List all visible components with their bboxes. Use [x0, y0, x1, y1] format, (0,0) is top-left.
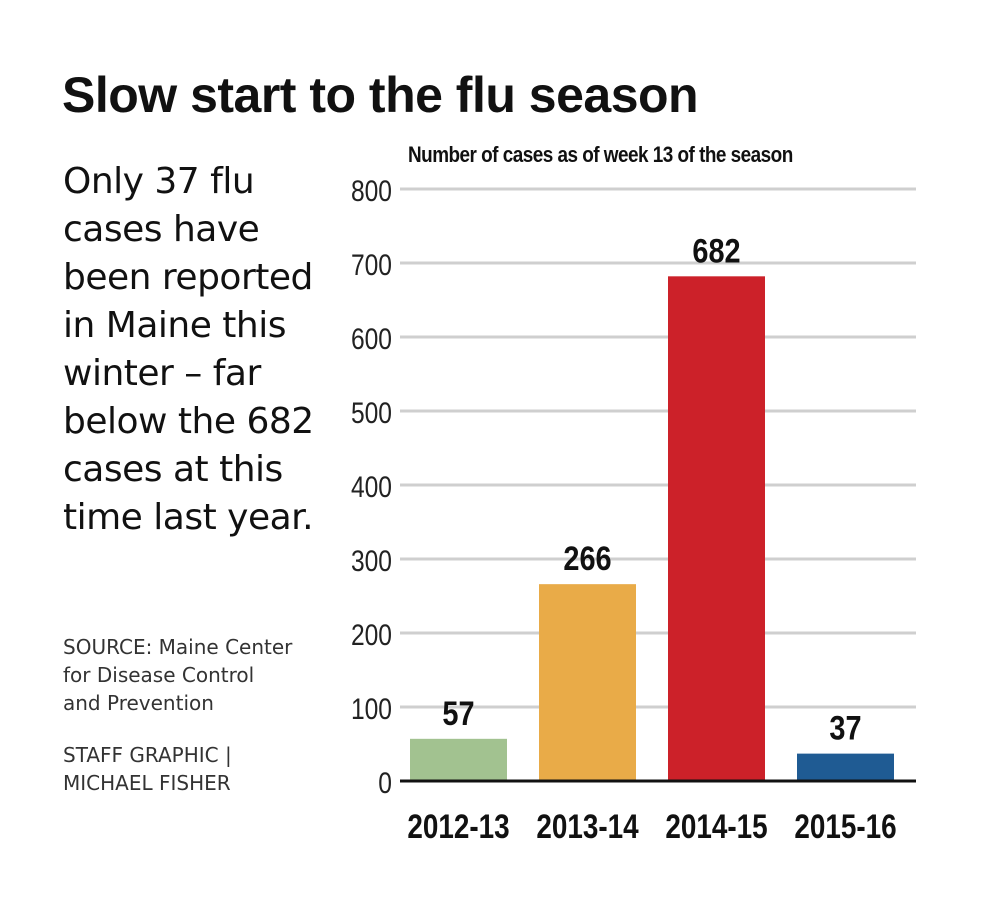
bar [668, 276, 765, 781]
x-tick-label: 2014-15 [665, 807, 767, 845]
y-tick-label: 500 [351, 396, 392, 430]
data-label: 57 [442, 694, 474, 733]
source-line: SOURCE: Maine Center [63, 635, 293, 659]
summary-line: cases have [63, 209, 260, 250]
summary-line: cases at this [63, 449, 283, 490]
summary-line: been reported [63, 257, 313, 298]
source-line: for Disease Control [63, 663, 255, 687]
y-tick-label: 800 [351, 174, 392, 208]
x-tick-label: 2013-14 [536, 807, 639, 845]
credit-line: MICHAEL FISHER [63, 771, 231, 795]
y-tick-label: 400 [351, 470, 392, 504]
y-tick-label: 200 [351, 618, 392, 652]
page-title: Slow start to the flu season [62, 67, 699, 123]
summary-line: time last year. [63, 497, 314, 538]
x-tick-label: 2012-13 [407, 807, 509, 845]
data-label: 682 [692, 231, 740, 270]
y-tick-label: 700 [351, 248, 392, 282]
summary-line: below the 682 [63, 401, 314, 442]
data-label: 266 [563, 539, 611, 578]
y-tick-label: 100 [351, 692, 392, 726]
summary-line: Only 37 flu [63, 161, 255, 202]
bar [410, 738, 507, 781]
y-tick-label: 300 [351, 544, 392, 578]
summary-line: in Maine this [63, 305, 286, 346]
summary-text: Only 37 flu cases have been reported in … [63, 158, 343, 542]
data-label: 37 [829, 708, 861, 747]
credit-note: STAFF GRAPHIC | MICHAEL FISHER [63, 741, 353, 797]
y-tick-label: 0 [378, 766, 392, 800]
credit-line: STAFF GRAPHIC | [63, 743, 232, 767]
bar [797, 753, 894, 781]
source-line: and Prevention [63, 691, 214, 715]
source-note: SOURCE: Maine Center for Disease Control… [63, 633, 353, 717]
bar [539, 584, 636, 781]
summary-line: winter – far [63, 353, 261, 394]
y-tick-label: 600 [351, 322, 392, 356]
chart-title: Number of cases as of week 13 of the sea… [408, 142, 793, 167]
x-tick-label: 2015-16 [794, 807, 896, 845]
